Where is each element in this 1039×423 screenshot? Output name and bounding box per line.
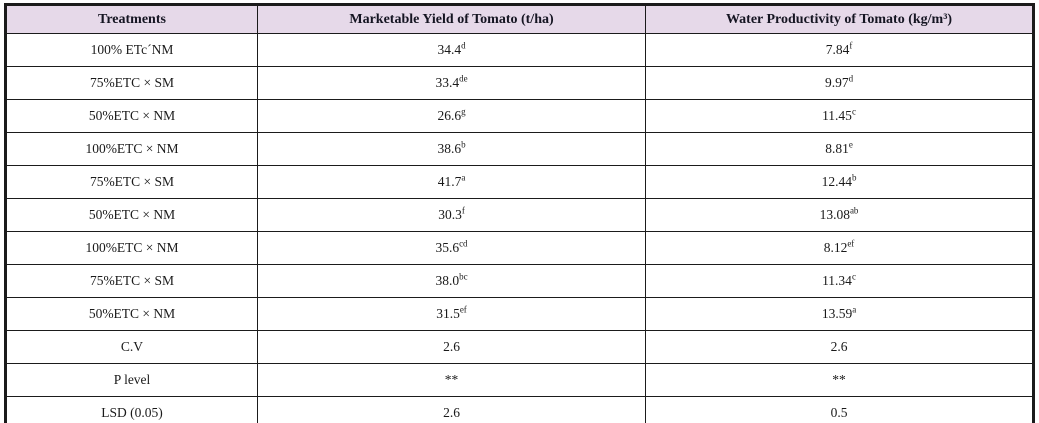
- wp-significance-letter: b: [851, 172, 857, 183]
- table-row: 75%ETC × SM 38.0bc 11.34c: [5, 264, 1034, 298]
- table-row: 50%ETC × NM 26.6g 11.45c: [5, 99, 1034, 133]
- wp-value: 7.84: [825, 42, 850, 57]
- wp-cell: 13.59a: [645, 297, 1034, 331]
- wp-cell: 12.44b: [645, 165, 1034, 199]
- yield-cell: 34.4d: [257, 33, 646, 67]
- yield-value: **: [444, 372, 459, 387]
- yield-value: 33.4: [435, 75, 460, 90]
- wp-significance-letter: e: [848, 139, 853, 150]
- yield-significance-letter: d: [461, 40, 466, 51]
- yield-cell: 26.6g: [257, 99, 646, 133]
- treatment-cell: 75%ETC × SM: [5, 165, 258, 199]
- wp-value: 13.08: [819, 207, 850, 222]
- table-row: 100%ETC × NM 38.6b 8.81e: [5, 132, 1034, 166]
- yield-significance-letter: cd: [459, 238, 468, 249]
- yield-cell: 38.0bc: [257, 264, 646, 298]
- wp-value: 2.6: [830, 339, 848, 354]
- yield-cell: 31.5ef: [257, 297, 646, 331]
- wp-significance-letter: f: [849, 40, 853, 51]
- table-row: 75%ETC × SM 41.7a 12.44b: [5, 165, 1034, 199]
- table-row: 75%ETC × SM 33.4de 9.97d: [5, 66, 1034, 100]
- wp-cell: 11.34c: [645, 264, 1034, 298]
- wp-significance-letter: ab: [849, 205, 859, 216]
- yield-value: 35.6: [435, 240, 460, 255]
- yield-cell: 33.4de: [257, 66, 646, 100]
- wp-significance-letter: ef: [847, 238, 855, 249]
- wp-cell: 11.45c: [645, 99, 1034, 133]
- treatment-cell: 100% ETc´NM: [5, 33, 258, 67]
- header-row: Treatments Marketable Yield of Tomato (t…: [5, 4, 1034, 34]
- wp-cell: 7.84f: [645, 33, 1034, 67]
- yield-significance-letter: b: [461, 139, 466, 150]
- yield-value: 2.6: [443, 405, 460, 420]
- yield-value: 30.3: [438, 207, 462, 222]
- yield-significance-letter: bc: [459, 271, 468, 282]
- treatment-cell: 50%ETC × NM: [5, 99, 258, 133]
- yield-significance-letter: f: [461, 205, 465, 216]
- treatment-cell: 50%ETC × NM: [5, 297, 258, 331]
- wp-significance-letter: d: [848, 73, 854, 84]
- wp-value: 11.45: [822, 108, 852, 123]
- wp-value: **: [832, 372, 846, 387]
- yield-cell: 38.6b: [257, 132, 646, 166]
- yield-value: 38.6: [437, 141, 462, 156]
- wp-value: 8.81: [825, 141, 849, 156]
- wp-cell: 8.12ef: [645, 231, 1034, 265]
- yield-cell: 35.6cd: [257, 231, 646, 265]
- treatment-cell: P level: [5, 363, 258, 397]
- yield-value: 31.5: [436, 306, 460, 321]
- col-header-treatments: Treatments: [5, 4, 258, 34]
- col-header-water-productivity: Water Productivity of Tomato (kg/m³): [645, 4, 1034, 34]
- wp-cell: 9.97d: [645, 66, 1034, 100]
- table-row: C.V 2.6 2.6: [5, 330, 1034, 364]
- yield-cell: 2.6: [257, 330, 646, 364]
- yield-significance-letter: de: [459, 73, 468, 84]
- yield-significance-letter: a: [461, 172, 466, 183]
- wp-significance-letter: c: [851, 271, 856, 282]
- tomato-results-table: Treatments Marketable Yield of Tomato (t…: [4, 3, 1035, 423]
- wp-cell: 0.5: [645, 396, 1034, 423]
- table-row: 100%ETC × NM 35.6cd 8.12ef: [5, 231, 1034, 265]
- wp-significance-letter: c: [851, 106, 856, 117]
- wp-value: 8.12: [823, 240, 848, 255]
- wp-value: 12.44: [821, 174, 852, 189]
- yield-cell: 30.3f: [257, 198, 646, 232]
- treatment-cell: 75%ETC × SM: [5, 66, 258, 100]
- wp-cell: 8.81e: [645, 132, 1034, 166]
- treatment-cell: C.V: [5, 330, 258, 364]
- col-header-marketable-yield: Marketable Yield of Tomato (t/ha): [257, 4, 646, 34]
- table-row: P level ** **: [5, 363, 1034, 397]
- treatment-cell: 75%ETC × SM: [5, 264, 258, 298]
- yield-value: 2.6: [443, 339, 460, 354]
- yield-value: 26.6: [437, 108, 462, 123]
- yield-value: 34.4: [437, 42, 462, 57]
- wp-cell: 2.6: [645, 330, 1034, 364]
- yield-cell: **: [257, 363, 646, 397]
- wp-cell: 13.08ab: [645, 198, 1034, 232]
- yield-cell: 2.6: [257, 396, 646, 423]
- table-row: LSD (0.05) 2.6 0.5: [5, 396, 1034, 423]
- yield-significance-letter: ef: [459, 304, 467, 315]
- treatment-cell: 100%ETC × NM: [5, 132, 258, 166]
- wp-value: 13.59: [821, 306, 853, 321]
- yield-cell: 41.7a: [257, 165, 646, 199]
- treatment-cell: 50%ETC × NM: [5, 198, 258, 232]
- yield-value: 38.0: [435, 273, 460, 288]
- wp-value: 9.97: [824, 75, 849, 90]
- table-row: 100% ETc´NM 34.4d 7.84f: [5, 33, 1034, 67]
- wp-significance-letter: a: [852, 304, 857, 315]
- wp-cell: **: [645, 363, 1034, 397]
- yield-significance-letter: g: [461, 106, 466, 117]
- yield-value: 41.7: [437, 174, 462, 189]
- wp-value: 11.34: [822, 273, 852, 288]
- table-row: 50%ETC × NM 30.3f 13.08ab: [5, 198, 1034, 232]
- treatment-cell: LSD (0.05): [5, 396, 258, 423]
- treatment-cell: 100%ETC × NM: [5, 231, 258, 265]
- table-row: 50%ETC × NM 31.5ef 13.59a: [5, 297, 1034, 331]
- wp-value: 0.5: [830, 405, 848, 420]
